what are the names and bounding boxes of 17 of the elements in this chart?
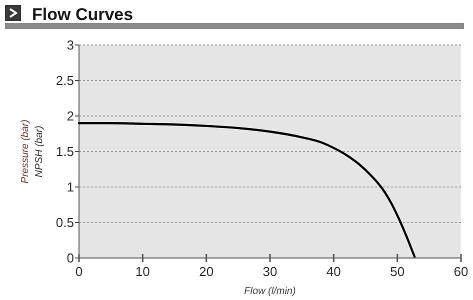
x-tick-label: 60 [454,264,468,279]
x-tick-label: 50 [390,264,405,279]
y-tick-label: 2 [66,108,74,124]
y-tick-label: 0.5 [56,215,74,230]
y-tick-label: 2.5 [56,73,74,88]
x-tick-label: 30 [262,264,278,279]
x-tick-label: 20 [199,264,214,279]
y-tick-label: 1 [66,180,74,195]
y-tick-label: 3 [66,38,74,53]
chart-title: Flow Curves [32,5,134,24]
x-tick-label: 40 [326,264,341,279]
y-tick-label: 1.5 [56,144,74,160]
y-axis-title: Pressure (bar) NPSH (bar) [20,120,45,184]
x-axis-title: Flow (l/min) [244,286,296,297]
x-tick-label: 10 [135,264,150,279]
line-series [78,122,416,258]
y-tick-label: 0 [66,250,74,266]
